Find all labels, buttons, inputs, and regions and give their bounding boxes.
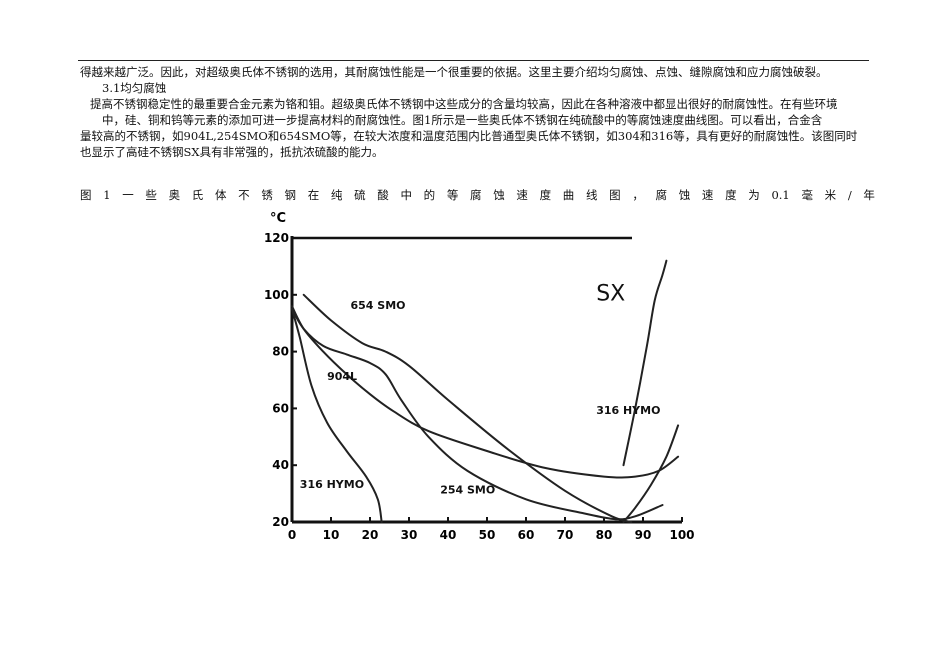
caption-char: 氏 bbox=[191, 188, 204, 202]
corrosion-chart: °C 0 10 20 30 40 50 60 70 80 90 100 20 40 60 80 100 120 6… bbox=[264, 211, 695, 542]
section-heading: 3.1均匀腐蚀 bbox=[102, 81, 167, 95]
x-tick-label: 90 bbox=[635, 528, 652, 542]
paragraph-line-4: 量较高的不锈钢，如904L,254SMO和654SMO等，在较大浓度和温度范围内… bbox=[80, 129, 858, 143]
caption-char: 的 bbox=[423, 188, 436, 202]
caption-char: 不 bbox=[238, 188, 250, 202]
caption-char: 蚀 bbox=[678, 188, 691, 202]
caption-char: 锈 bbox=[261, 188, 273, 202]
paragraph-line-1: 得越来越广泛。因此，对超级奥氏体不锈钢的选用，其耐腐蚀性能是一个很重要的依据。这… bbox=[80, 65, 828, 79]
series-line-4 bbox=[622, 424, 680, 523]
caption-char: 线 bbox=[585, 188, 598, 202]
series-line-1 bbox=[291, 305, 680, 479]
top-rule bbox=[78, 60, 869, 61]
x-tick-label: 80 bbox=[596, 528, 613, 542]
caption-char: 曲 bbox=[562, 188, 575, 202]
caption-char: 度 bbox=[725, 188, 737, 202]
curve-label: SX bbox=[596, 281, 625, 306]
caption-char: 等 bbox=[446, 188, 459, 202]
caption-char: 些 bbox=[145, 188, 157, 202]
y-tick-label: 40 bbox=[272, 458, 289, 472]
caption-char: 一 bbox=[122, 188, 134, 202]
x-tick-label: 0 bbox=[288, 528, 296, 542]
curve-label: 654 SMO bbox=[351, 299, 406, 312]
caption-char: 体 bbox=[214, 188, 227, 202]
curve-label: 254 SMO bbox=[440, 484, 495, 497]
y-tick-label: 20 bbox=[272, 515, 289, 529]
caption-char: 中 bbox=[400, 188, 412, 202]
x-tick-label: 60 bbox=[518, 528, 535, 542]
curve-label: 316 HYMO bbox=[300, 478, 364, 491]
caption-char: 米 bbox=[824, 188, 837, 202]
caption-char: 奥 bbox=[168, 188, 181, 202]
chart-curves bbox=[291, 259, 680, 523]
x-tick-label: 10 bbox=[323, 528, 340, 542]
caption-char: 0.1 bbox=[771, 188, 790, 202]
caption-char: 纯 bbox=[330, 188, 343, 202]
caption-char: 钢 bbox=[284, 188, 297, 202]
x-tick-label: 100 bbox=[669, 528, 694, 542]
caption-char: 为 bbox=[748, 188, 760, 202]
caption-char: 在 bbox=[307, 188, 320, 202]
figure-caption: 图 1 一些奥氏体不锈钢在纯硫酸中的等腐蚀速度曲线图，腐蚀速度为 0.1 毫米 / 年 bbox=[80, 188, 875, 203]
caption-char: 速 bbox=[516, 188, 528, 202]
caption-char: 1 bbox=[103, 188, 111, 202]
caption-char: 腐 bbox=[470, 188, 482, 202]
caption-char: ， bbox=[632, 188, 644, 202]
paragraph-line-5: 也显示了高硅不锈钢SX具有非常强的，抵抗浓硫酸的能力。 bbox=[80, 145, 384, 159]
caption-char: 毫 bbox=[801, 188, 813, 202]
series-line-0 bbox=[302, 293, 633, 523]
y-tick-label: 100 bbox=[264, 288, 289, 302]
caption-char: / bbox=[847, 188, 852, 202]
chart-labels: 654 SMO 904L SX 316 HYMO 316 HYMO 254 SMO bbox=[300, 281, 661, 496]
x-tick-label: 30 bbox=[401, 528, 418, 542]
caption-char: 腐 bbox=[655, 188, 668, 202]
caption-char: 年 bbox=[863, 188, 875, 202]
y-tick-label: 60 bbox=[272, 401, 289, 415]
series-line-2 bbox=[291, 308, 664, 521]
caption-char: 度 bbox=[539, 188, 552, 202]
x-tick-label: 40 bbox=[440, 528, 457, 542]
caption-char: 图 bbox=[609, 188, 621, 202]
chart-ticks: °C 0 10 20 30 40 50 60 70 80 90 100 20 40 60 80 100 120 bbox=[264, 211, 695, 542]
y-tick-label: 120 bbox=[264, 231, 289, 245]
caption-char: 蚀 bbox=[493, 188, 505, 202]
caption-char: 速 bbox=[701, 188, 714, 202]
paragraph-line-2: 提高不锈钢稳定性的最重要合金元素为铬和钼。超级奥氏体不锈钢中这些成分的含量均较高… bbox=[90, 97, 838, 111]
caption-char: 硫 bbox=[354, 188, 366, 202]
caption-char: 图 bbox=[80, 188, 92, 202]
x-tick-label: 20 bbox=[362, 528, 379, 542]
paragraph-line-3: 中，硅、铜和钨等元素的添加可进一步提高材料的耐腐蚀性。图1所示是一些奥氏体不锈钢… bbox=[102, 113, 823, 127]
curve-label: 904L bbox=[327, 370, 357, 383]
x-tick-label: 70 bbox=[557, 528, 574, 542]
y-tick-label: 80 bbox=[272, 345, 289, 359]
y-axis-unit: °C bbox=[270, 211, 286, 226]
x-tick-label: 50 bbox=[479, 528, 496, 542]
curve-label: 316 HYMO bbox=[596, 404, 660, 417]
series-line-5 bbox=[622, 259, 668, 467]
caption-char: 酸 bbox=[377, 188, 389, 202]
series-line-3 bbox=[291, 308, 383, 523]
